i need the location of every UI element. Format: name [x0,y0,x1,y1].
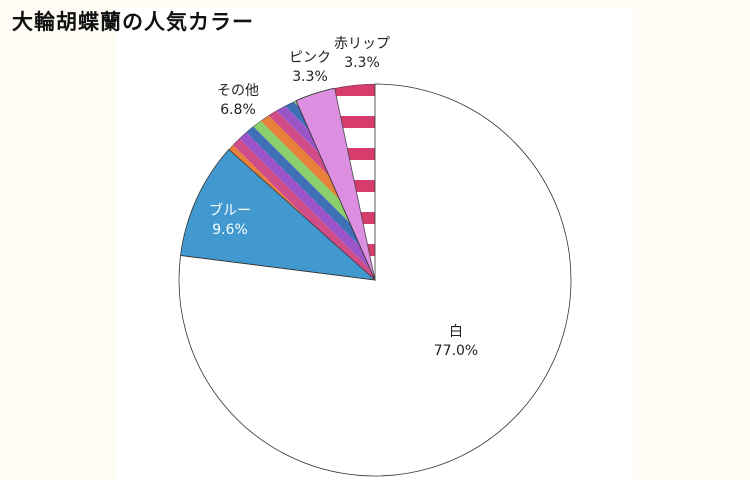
slice-value-white: 77.0% [434,343,478,359]
pie-slice-pink [295,87,376,281]
slice-label-blue: ブルー [209,202,251,219]
slice-label-pink: ピンク [289,50,331,66]
pie-slice-white [178,83,572,477]
slice-value-pink: 3.3% [292,69,328,85]
slice-label-white: 白 [449,324,463,340]
pie-slice-blue [180,148,377,281]
slice-value-other: 6.8% [220,102,256,118]
slice-value-blue: 9.6% [212,222,248,238]
slice-label-other: その他 [217,83,259,99]
slice-label-red-lip: 赤リップ [334,36,390,52]
chart-title: 大輪胡蝶蘭の人気カラー [12,10,254,34]
slice-value-red-lip: 3.3% [344,55,380,71]
